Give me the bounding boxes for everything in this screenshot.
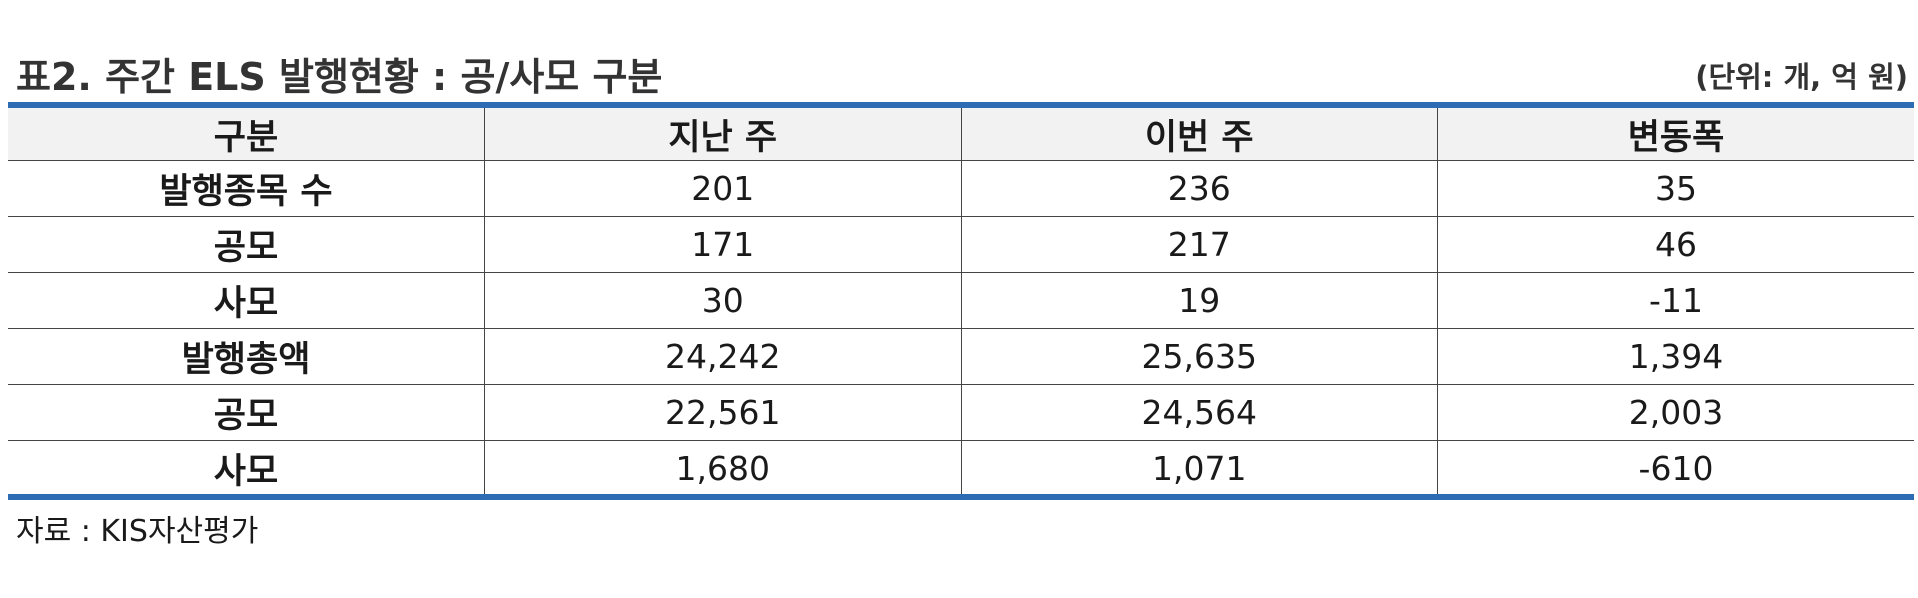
change-value: 46 — [1437, 216, 1914, 273]
header-row: 구분 지난 주 이번 주 변동폭 — [8, 108, 1914, 161]
row-label: 발행총액 — [8, 328, 485, 385]
top-rule — [8, 102, 1914, 108]
change-value: -11 — [1437, 272, 1914, 329]
this-week-value: 24,564 — [961, 384, 1438, 441]
table-row: 발행총액 24,242 25,635 1,394 — [8, 328, 1914, 385]
last-week-value: 1,680 — [484, 440, 962, 496]
last-week-value: 171 — [484, 216, 962, 273]
last-week-value: 22,561 — [484, 384, 962, 441]
this-week-value: 236 — [961, 160, 1438, 217]
table-row: 발행종목 수 201 236 35 — [8, 160, 1914, 217]
header-category: 구분 — [8, 108, 485, 161]
header-last-week: 지난 주 — [484, 108, 962, 161]
this-week-value: 25,635 — [961, 328, 1438, 385]
last-week-value: 201 — [484, 160, 962, 217]
header-change: 변동폭 — [1437, 108, 1914, 161]
table-row: 사모 30 19 -11 — [8, 272, 1914, 329]
row-label: 공모 — [8, 384, 485, 441]
last-week-value: 24,242 — [484, 328, 962, 385]
change-value: 35 — [1437, 160, 1914, 217]
change-value: -610 — [1638, 449, 1714, 488]
header-this-week: 이번 주 — [961, 108, 1438, 161]
title-row: 표2. 주간 ELS 발행현황 : 공/사모 구분 (단위: 개, 억 원) — [16, 46, 1908, 99]
table-title: 표2. 주간 ELS 발행현황 : 공/사모 구분 — [16, 55, 663, 99]
last-week-value: 30 — [484, 272, 962, 329]
row-label: 사모 — [8, 272, 485, 329]
this-week-value: 217 — [961, 216, 1438, 273]
this-week-value: 19 — [961, 272, 1438, 329]
bottom-rule — [8, 494, 1914, 500]
unit-note: (단위: 개, 억 원) — [1695, 60, 1908, 94]
row-label: 사모 — [8, 440, 485, 496]
els-issuance-table: 구분 지난 주 이번 주 변동폭 발행종목 수 201 236 35 공모 17… — [8, 108, 1914, 496]
change-value: 1,394 — [1437, 328, 1914, 385]
this-week-value: 1,071 — [961, 440, 1438, 496]
change-value: 2,003 — [1437, 384, 1914, 441]
table-row: 사모 1,680 1,071 -610 — [8, 440, 1914, 496]
source-note: 자료 : KIS자산평가 — [16, 514, 259, 549]
row-label: 발행종목 수 — [8, 160, 485, 217]
table-row: 공모 22,561 24,564 2,003 — [8, 384, 1914, 441]
table-row: 공모 171 217 46 — [8, 216, 1914, 273]
row-label: 공모 — [8, 216, 485, 273]
